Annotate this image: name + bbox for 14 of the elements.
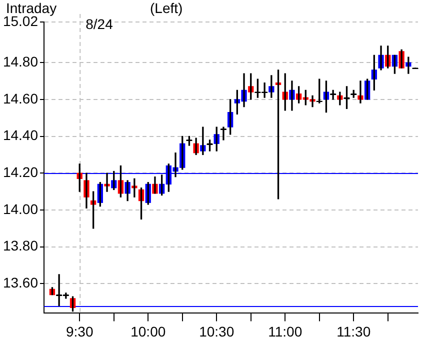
y-tick-label: 14.00 [2,200,38,217]
x-tick-label: 10:00 [130,323,166,340]
y-tick-label: 14.80 [2,53,38,70]
y-tick-label: 13.60 [2,274,38,291]
y-tick-label: 14.40 [2,127,38,144]
x-tick-label: 9:30 [66,323,94,340]
x-tick-label: 11:30 [336,323,371,340]
annotation: 8/24 [86,16,114,32]
y-tick-label: 13.80 [2,238,38,254]
chart-subtitle: (Left) [150,0,183,16]
x-tick-label: 11:00 [268,323,302,340]
y-tick-label: 14.20 [2,164,38,180]
y-tick-label: 14.60 [2,90,38,106]
x-tick-label: 10:30 [199,323,234,340]
